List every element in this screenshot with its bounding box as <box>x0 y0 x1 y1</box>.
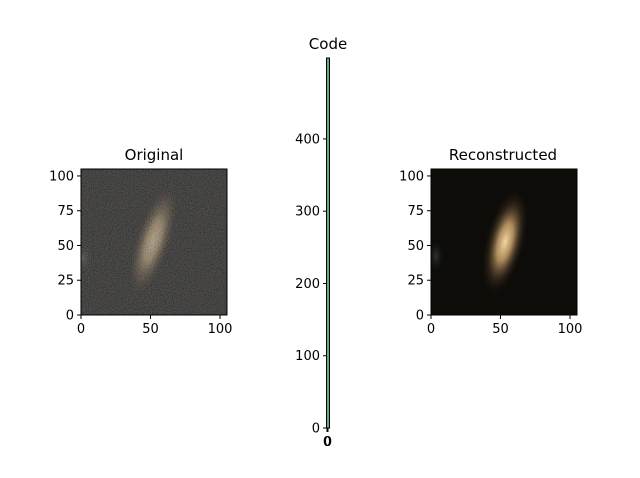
y-tick-label: 25 <box>407 274 424 289</box>
original-frame <box>80 168 228 316</box>
y-tick-label: 400 <box>295 132 320 147</box>
y-tick-label: 50 <box>57 239 74 254</box>
reconstructed-panel: Reconstructed 0 50 100 0 25 50 75 100 <box>399 146 582 337</box>
original-panel: Original 0 50 100 0 25 50 75 100 <box>49 146 232 337</box>
x-tick-label: 50 <box>142 322 159 337</box>
reconstructed-frame <box>430 168 578 316</box>
x-tick-label: 0 <box>427 322 435 337</box>
y-tick-label: 75 <box>57 204 74 219</box>
reconstructed-ticks: 0 50 100 0 25 50 75 100 <box>399 169 582 337</box>
x-tick-label: 100 <box>208 322 233 337</box>
y-tick-label: 300 <box>295 205 320 220</box>
y-tick-label: 0 <box>312 422 320 437</box>
y-tick-label: 0 <box>416 309 424 324</box>
original-ticks: 0 50 100 0 25 50 75 100 <box>49 169 232 337</box>
y-tick-label: 100 <box>295 349 320 364</box>
original-title: Original <box>125 146 184 164</box>
y-tick-label: 25 <box>57 274 74 289</box>
x-tick-label: 0 <box>324 435 332 450</box>
x-tick-label: 50 <box>492 322 509 337</box>
reconstructed-image <box>431 169 577 315</box>
y-tick-label: 0 <box>66 309 74 324</box>
y-tick-label: 75 <box>407 204 424 219</box>
y-tick-label: 50 <box>407 239 424 254</box>
y-tick-label: 200 <box>295 277 320 292</box>
code-strip-highlight <box>327 58 329 428</box>
code-title: Code <box>309 35 347 53</box>
y-tick-label: 100 <box>399 169 424 184</box>
x-tick-label: 100 <box>558 322 583 337</box>
x-tick-label: 0 <box>323 435 331 450</box>
reconstructed-title: Reconstructed <box>449 146 557 164</box>
x-tick-label: 0 <box>77 322 85 337</box>
original-image <box>81 169 227 315</box>
y-tick-label: 100 <box>49 169 74 184</box>
